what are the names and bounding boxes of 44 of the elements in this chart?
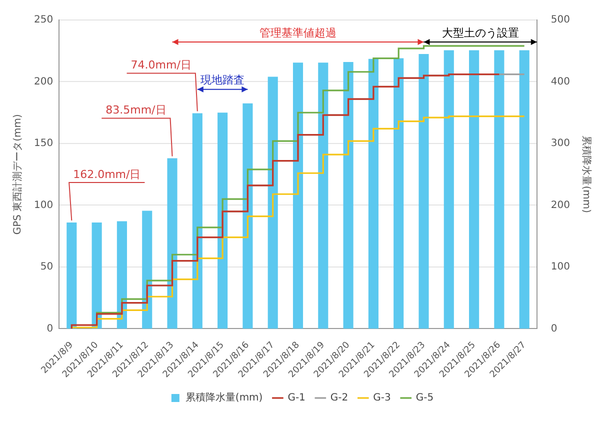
bar [116, 221, 127, 329]
y2-tick-label: 0 [550, 323, 558, 334]
bar [66, 222, 77, 329]
bar [469, 50, 480, 329]
bar [167, 158, 178, 329]
y-tick-label: 150 [34, 138, 54, 150]
y-axis-title: GPS 東西計測データ(mm) [12, 114, 24, 235]
bar [394, 58, 404, 329]
y2-tick-label: 100 [550, 262, 570, 273]
bar [368, 58, 378, 329]
y2-tick-label: 300 [550, 138, 570, 150]
y-tick-label: 200 [34, 76, 54, 88]
annotation: 162.0mm/日 [73, 168, 141, 181]
legend-label: G-1 [288, 392, 306, 404]
y-tick-label: 250 [34, 14, 54, 26]
bar [268, 76, 278, 329]
annotation: 管理基準値超過 [260, 26, 336, 40]
legend-label: G-3 [373, 392, 391, 404]
annotation: 83.5mm/日 [106, 104, 166, 117]
annotation: 74.0mm/日 [130, 58, 192, 72]
y-tick-label: 100 [34, 200, 54, 211]
y2-axis-title: 累積降水量(mm) [580, 136, 592, 214]
y-tick-label: 50 [40, 262, 54, 273]
annotation: 大型土のう設置 [442, 26, 519, 40]
bar [444, 50, 454, 329]
bar [218, 112, 228, 329]
y2-tick-label: 200 [550, 200, 570, 211]
bar [242, 103, 253, 329]
bar [192, 113, 202, 329]
bar [343, 62, 354, 329]
bar [92, 222, 102, 329]
legend-label: G-5 [416, 392, 434, 404]
y2-tick-label: 500 [550, 14, 570, 26]
bar [494, 50, 504, 329]
bar [142, 210, 152, 329]
bar [519, 50, 530, 329]
bar [318, 62, 328, 329]
y2-tick-label: 400 [550, 76, 570, 88]
bar [418, 54, 429, 329]
legend-label: 累積降水量(mm) [185, 392, 263, 404]
legend-label: G-2 [330, 392, 348, 404]
annotation: 現地踏査 [200, 74, 245, 87]
y-tick-label: 0 [46, 323, 54, 334]
bar [292, 62, 304, 329]
